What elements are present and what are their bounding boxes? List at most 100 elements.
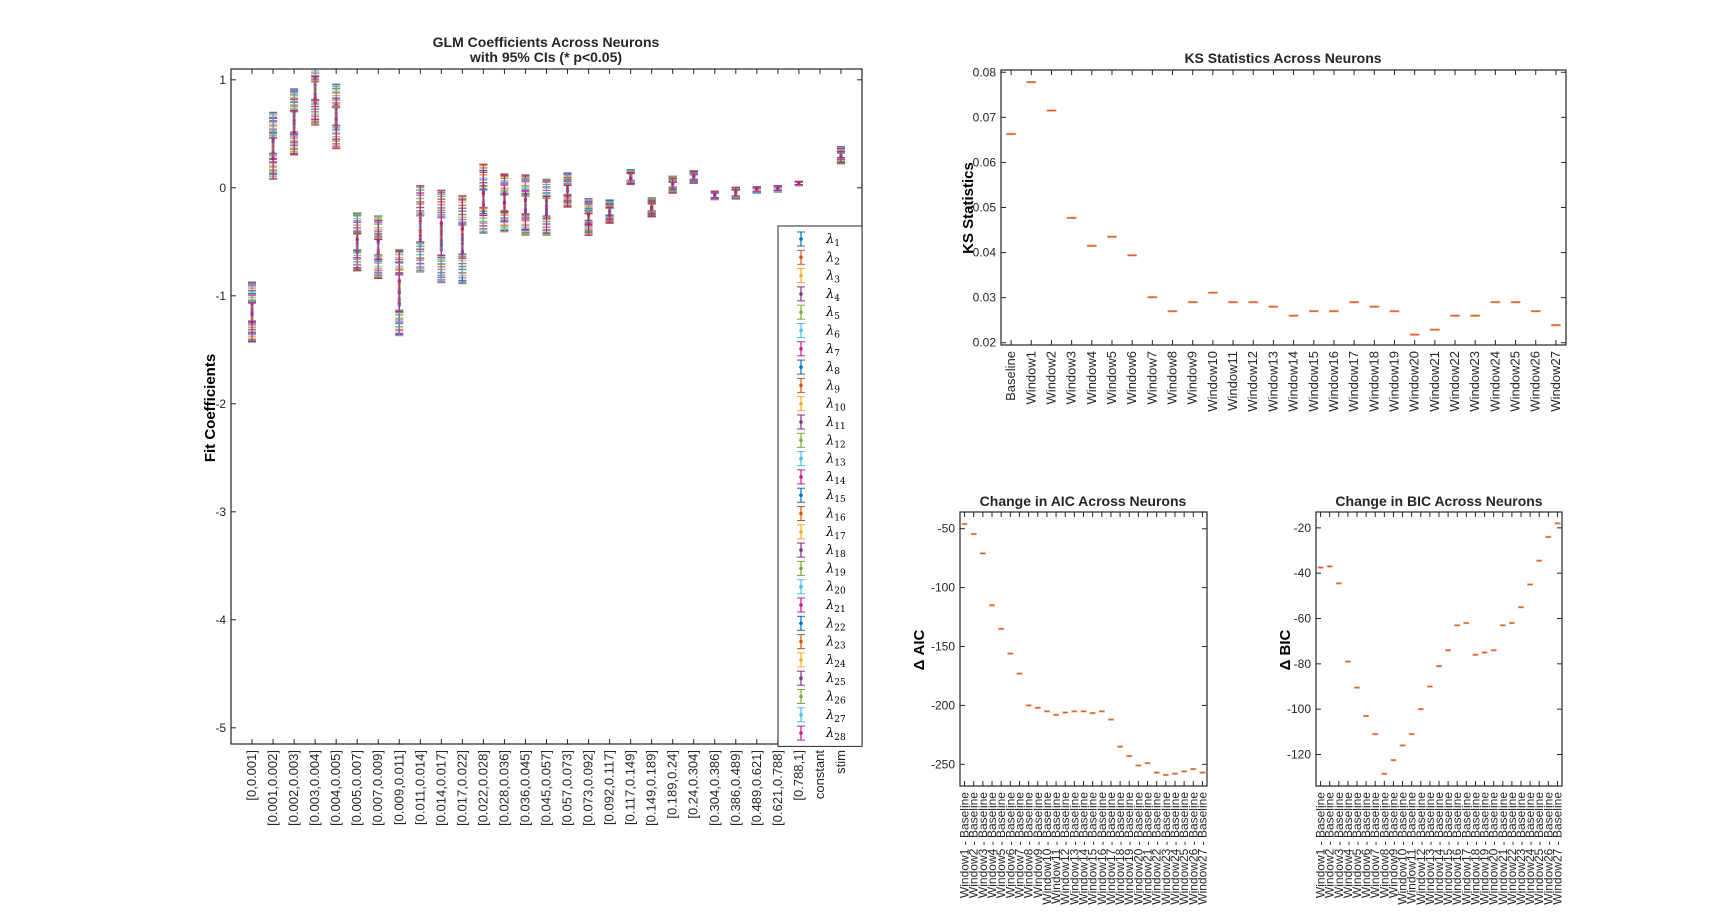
glm-errorbar	[668, 177, 677, 190]
glm-errorbar	[458, 199, 467, 259]
legend-label: λ1	[825, 232, 840, 249]
legend-errorbar-point	[799, 713, 803, 717]
aic-axes-frame	[959, 511, 1208, 787]
legend-subscript: 1	[834, 239, 840, 249]
errorbar-point	[839, 155, 843, 159]
aic-xtick-label: Window13 - Baseline	[1067, 792, 1081, 905]
legend-entry: λ2	[797, 249, 840, 267]
legend-errorbar-point	[799, 566, 803, 571]
bic-xtick-label: Window21 - Baseline	[1496, 792, 1510, 905]
bic-xtick-label: Window5 - Baseline	[1350, 792, 1364, 898]
legend-entry: λ16	[797, 506, 846, 524]
glm-errorbar	[500, 184, 509, 223]
errorbar-point	[671, 181, 675, 186]
legend-entry: λ3	[797, 268, 840, 286]
legend-entry: λ5	[797, 304, 840, 322]
bic-title: Change in BIC Across Neurons	[1335, 493, 1542, 509]
legend-errorbar-point	[799, 365, 803, 369]
glm-ytick-label: -2	[215, 397, 226, 411]
legend-label: λ20	[825, 580, 846, 597]
aic-xtick-label: Window22 - Baseline	[1150, 792, 1164, 905]
bic-xtick-label: Window7 - Baseline	[1368, 792, 1382, 898]
legend-errorbar-point	[799, 603, 803, 607]
legend-entry: λ28	[797, 725, 846, 743]
legend-subscript: 7	[834, 349, 840, 359]
glm-ytick-label: -5	[215, 721, 226, 735]
bic-xtick-label: Window14 - Baseline	[1432, 792, 1446, 905]
legend-label: λ3	[825, 269, 840, 286]
legend-entry: λ14	[797, 469, 846, 487]
bic-xtick-label: Window8 - Baseline	[1377, 792, 1391, 898]
legend-lambda: λ	[825, 415, 834, 430]
glm-xtick-label: [0.057,0.073]	[560, 750, 575, 826]
aic-xtick-label: Window17 - Baseline	[1104, 792, 1118, 905]
legend-lambda: λ	[825, 561, 834, 576]
aic-xtick-label: Window8 - Baseline	[1022, 792, 1036, 898]
bic-xtick-label: Window3 - Baseline	[1332, 792, 1346, 898]
legend-subscript: 28	[834, 733, 846, 743]
glm-errorbar	[626, 172, 635, 185]
legend-errorbar-point	[799, 548, 803, 552]
legend-entry: λ4	[797, 286, 840, 304]
glm-xtick-label: [0.189,0.24]	[665, 750, 680, 819]
glm-ytick-label: -4	[215, 613, 226, 627]
ks-axes-frame	[1000, 69, 1567, 346]
bic-ytick-label: -120	[1287, 747, 1311, 761]
glm-xtick-label: stim	[833, 750, 848, 774]
legend-lambda: λ	[825, 543, 834, 558]
aic-xtick-label: Window24 - Baseline	[1168, 792, 1182, 905]
bic-axes-frame	[1315, 511, 1563, 787]
legend-entry: λ11	[797, 414, 846, 432]
legend-lambda: λ	[825, 635, 834, 650]
legend-entry: λ26	[797, 689, 846, 707]
legend-label: λ10	[825, 397, 846, 414]
legend-subscript: 23	[834, 642, 846, 652]
glm-errorbar	[752, 186, 761, 192]
ks-xtick-label: Baseline	[1003, 351, 1018, 401]
glm-xtick-label: [0.002,0.003]	[286, 750, 301, 826]
legend-errorbar-point	[799, 639, 803, 644]
errorbar-point	[250, 320, 254, 324]
errorbar-point	[292, 130, 296, 134]
legend-subscript: 18	[834, 550, 846, 560]
ks-xtick-label: Window16	[1326, 351, 1341, 412]
bic-xtick-label: Window23 - Baseline	[1514, 792, 1528, 905]
legend-lambda: λ	[825, 287, 834, 302]
legend-label: λ27	[825, 708, 846, 725]
aic-ytick-label: -50	[938, 522, 956, 536]
aic-xtick-label: Window21 - Baseline	[1141, 792, 1155, 905]
glm-xtick-label: [0.014,0.017]	[433, 750, 448, 826]
aic-ytick-label: -250	[931, 757, 955, 771]
bic-xtick-label: Window18 - Baseline	[1468, 792, 1482, 905]
legend-lambda: λ	[825, 250, 834, 265]
aic-xtick-label: Window2 - Baseline	[967, 792, 981, 898]
legend-lambda: λ	[825, 232, 834, 247]
ks-xtick-label: Window22	[1447, 351, 1462, 412]
legend-lambda: λ	[825, 360, 834, 375]
ks-ytick-label: 0.02	[973, 336, 997, 350]
legend-subscript: 17	[834, 532, 846, 542]
aic-xtick-label: Window11 - Baseline	[1049, 792, 1063, 904]
ks-ytick-label: 0.06	[973, 155, 997, 169]
errorbar-point	[397, 279, 401, 283]
legend-label: λ16	[825, 507, 846, 524]
ks-xtick-label: Window6	[1124, 351, 1139, 404]
bic-xtick-label: Window9 - Baseline	[1386, 792, 1400, 898]
bic-xtick-label: Window26 - Baseline	[1541, 792, 1555, 905]
errorbar-point	[650, 206, 654, 210]
errorbar-point	[523, 208, 528, 212]
glm-xtick-label: [0.009,0.011]	[391, 750, 406, 825]
legend-subscript: 3	[834, 276, 840, 286]
bic-xtick-label: Window24 - Baseline	[1523, 792, 1537, 905]
aic-ytick-label: -200	[931, 698, 955, 712]
aic-xtick-label: Window26 - Baseline	[1186, 792, 1200, 905]
aic-xtick-label: Window10 - Baseline	[1040, 792, 1054, 905]
glm-xtick-label: [0.092,0.117]	[602, 750, 617, 825]
legend-label: λ23	[825, 635, 846, 652]
legend-errorbar-point	[799, 621, 803, 626]
legend-lambda: λ	[825, 598, 834, 613]
ks-xtick-label: Window20	[1407, 351, 1422, 412]
legend-entry: λ1	[797, 231, 840, 249]
ks-ylabel: KS Statistics	[960, 162, 977, 254]
bic-xtick-label: Window17 - Baseline	[1459, 792, 1473, 905]
